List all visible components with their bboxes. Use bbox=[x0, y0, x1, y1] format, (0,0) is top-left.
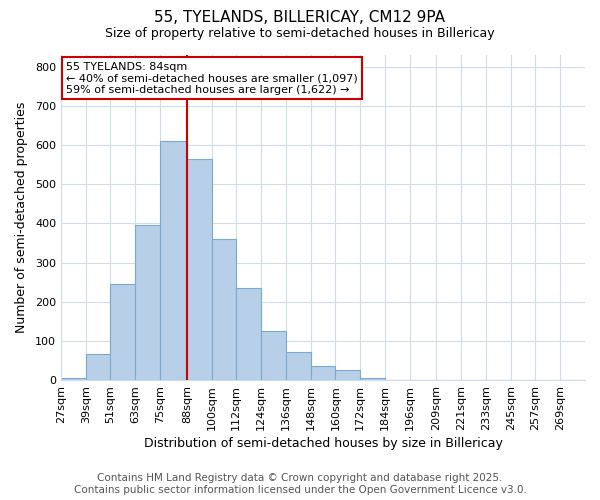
Bar bbox=[187, 159, 212, 380]
Bar bbox=[212, 239, 236, 380]
Bar bbox=[286, 352, 311, 380]
Text: 55, TYELANDS, BILLERICAY, CM12 9PA: 55, TYELANDS, BILLERICAY, CM12 9PA bbox=[155, 10, 445, 25]
Text: Contains HM Land Registry data © Crown copyright and database right 2025.
Contai: Contains HM Land Registry data © Crown c… bbox=[74, 474, 526, 495]
Bar bbox=[160, 141, 187, 380]
Bar bbox=[236, 288, 261, 380]
Bar bbox=[360, 378, 385, 380]
Y-axis label: Number of semi-detached properties: Number of semi-detached properties bbox=[15, 102, 28, 334]
Text: 55 TYELANDS: 84sqm
← 40% of semi-detached houses are smaller (1,097)
59% of semi: 55 TYELANDS: 84sqm ← 40% of semi-detache… bbox=[66, 62, 358, 94]
Bar bbox=[311, 366, 335, 380]
Bar bbox=[335, 370, 360, 380]
Bar bbox=[261, 331, 286, 380]
Bar bbox=[135, 226, 160, 380]
Text: Size of property relative to semi-detached houses in Billericay: Size of property relative to semi-detach… bbox=[105, 28, 495, 40]
X-axis label: Distribution of semi-detached houses by size in Billericay: Distribution of semi-detached houses by … bbox=[143, 437, 502, 450]
Bar bbox=[86, 354, 110, 380]
Bar bbox=[61, 378, 86, 380]
Bar bbox=[110, 284, 135, 380]
